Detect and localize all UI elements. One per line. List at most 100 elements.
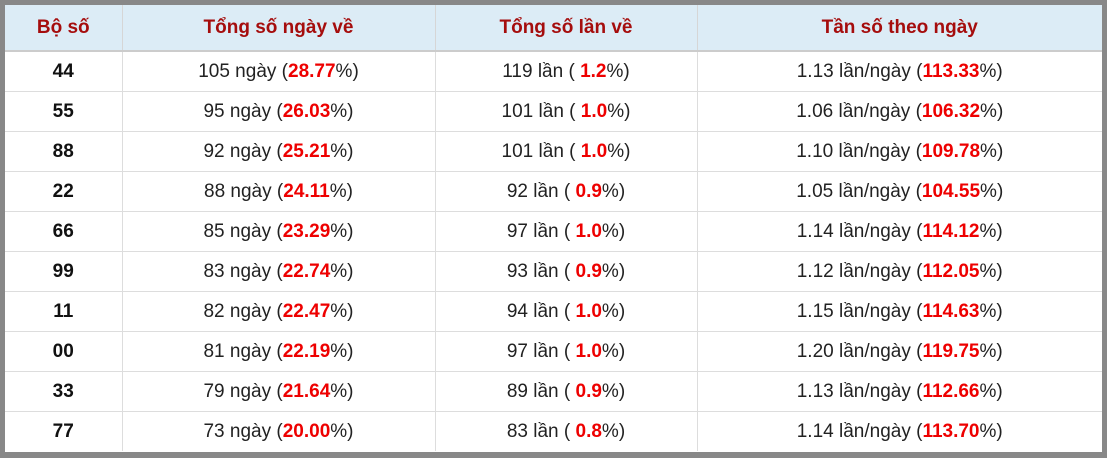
stat-cell: 83 ngày (22.74%) [122,251,436,292]
cell-text: 101 lần ( [501,100,581,122]
stat-cell: 92 lần ( 0.9%) [435,171,698,212]
cell-text: %) [979,260,1003,282]
percent-value: 113.70 [922,420,980,442]
header-cell: Bộ số [5,5,123,52]
cell-text: 73 ngày ( [203,420,283,442]
cell-text: 93 lần ( [506,260,576,282]
percent-value: 1.0 [575,220,602,242]
cell-text: 101 lần ( [501,140,581,162]
percent-value: 28.77 [288,60,336,82]
table-row: 55 95 ngày (26.03%) 101 lần ( 1.0%) 1.06 lầ… [5,91,1102,132]
cell-text: %) [330,140,354,162]
number-cell: 88 [5,131,123,172]
percent-value: 1.0 [580,140,608,162]
table-row: 44 105 ngày (28.77%) 119 lần ( 1.2%) 1.13 l… [5,51,1102,92]
percent-value: 114.12 [922,220,980,242]
cell-text: 89 lần ( [506,380,576,402]
cell-text: 119 lần ( [502,60,581,82]
cell-text: %) [979,380,1003,402]
cell-text: %) [979,300,1003,322]
cell-text: 83 ngày ( [203,260,283,282]
cell-text: 1.14 lần/ngày ( [796,420,923,442]
stat-cell: 1.10 lần/ngày (109.78%) [697,131,1102,172]
stat-cell: 105 ngày (28.77%) [122,51,436,92]
percent-value: 114.63 [922,300,980,322]
stat-cell: 97 lần ( 1.0%) [435,331,698,372]
percent-value: 0.9 [575,380,602,402]
percent-value: 26.03 [282,100,331,122]
table-row: 11 82 ngày (22.47%) 94 lần ( 1.0%) 1.15 lần… [5,291,1102,332]
number-cell: 11 [5,291,123,332]
cell-text: %) [607,100,631,122]
stat-cell: 92 ngày (25.21%) [122,131,436,172]
cell-text: %) [335,60,359,82]
table-row: 66 85 ngày (23.29%) 97 lần ( 1.0%) 1.14 lần… [5,211,1102,252]
percent-value: 25.21 [282,140,331,162]
number-cell: 99 [5,251,123,292]
stat-cell: 81 ngày (22.19%) [122,331,436,372]
percent-value: 104.55 [921,180,981,202]
number-cell: 44 [5,51,123,92]
table-body: 44 105 ngày (28.77%) 119 lần ( 1.2%) 1.13 l… [5,51,1102,451]
stats-table: Bộ số Tổng số ngày về Tổng số lần về Tần số… [5,5,1102,451]
stat-cell: 1.14 lần/ngày (114.12%) [697,211,1102,252]
cell-text: %) [601,220,626,242]
stat-cell: 83 lần ( 0.8%) [435,411,698,451]
cell-text: 85 ngày ( [203,220,283,242]
cell-text: 81 ngày ( [203,340,283,362]
stat-cell: 79 ngày (21.64%) [122,371,436,412]
cell-text: 1.13 lần/ngày ( [796,380,923,402]
header-row: Bộ số Tổng số ngày về Tổng số lần về Tần số… [5,5,1102,52]
cell-text: 1.05 lần/ngày ( [796,180,922,202]
cell-text: %) [330,220,354,242]
cell-text: %) [330,420,354,442]
percent-value: 112.05 [922,260,980,282]
cell-text: 1.10 lần/ngày ( [796,140,922,162]
percent-value: 24.11 [283,180,330,202]
percent-value: 21.64 [282,380,331,402]
percent-value: 106.32 [921,100,981,122]
cell-text: 79 ngày ( [203,380,283,402]
cell-text: 1.12 lần/ngày ( [796,260,923,282]
cell-text: 97 lần ( [506,220,576,242]
table-row: 77 73 ngày (20.00%) 83 lần ( 0.8%) 1.14 lần… [5,411,1102,451]
cell-text: 1.13 lần/ngày ( [796,60,923,82]
stat-cell: 94 lần ( 1.0%) [435,291,698,332]
cell-text: %) [980,140,1004,162]
cell-text: %) [601,380,626,402]
percent-value: 1.0 [580,100,608,122]
cell-text: 1.06 lần/ngày ( [796,100,922,122]
cell-text: %) [980,180,1004,202]
percent-value: 22.19 [282,340,331,362]
cell-text: %) [330,260,354,282]
percent-value: 119.75 [922,340,980,362]
cell-text: 95 ngày ( [203,100,283,122]
stat-cell: 82 ngày (22.47%) [122,291,436,332]
percent-value: 0.8 [575,420,602,442]
table-row: 33 79 ngày (21.64%) 89 lần ( 0.9%) 1.13 lần… [5,371,1102,412]
number-cell: 00 [5,331,123,372]
stat-cell: 88 ngày (24.11%) [122,171,436,212]
stat-cell: 1.06 lần/ngày (106.32%) [697,91,1102,132]
percent-value: 0.9 [575,260,602,282]
stat-cell: 85 ngày (23.29%) [122,211,436,252]
stat-cell: 73 ngày (20.00%) [122,411,436,451]
percent-value: 0.9 [575,180,602,202]
percent-value: 20.00 [282,420,331,442]
cell-text: %) [601,300,626,322]
number-cell: 33 [5,371,123,412]
number-cell: 77 [5,411,123,451]
cell-text: 97 lần ( [506,340,576,362]
stat-cell: 93 lần ( 0.9%) [435,251,698,292]
cell-text: %) [601,340,626,362]
header-cell: Tần số theo ngày [697,5,1102,52]
cell-text: 92 ngày ( [203,140,283,162]
cell-text: 82 ngày ( [203,300,283,322]
cell-text: %) [979,340,1003,362]
cell-text: 1.20 lần/ngày ( [796,340,923,362]
percent-value: 1.2 [580,60,607,82]
cell-text: %) [601,260,626,282]
percent-value: 1.0 [575,300,602,322]
